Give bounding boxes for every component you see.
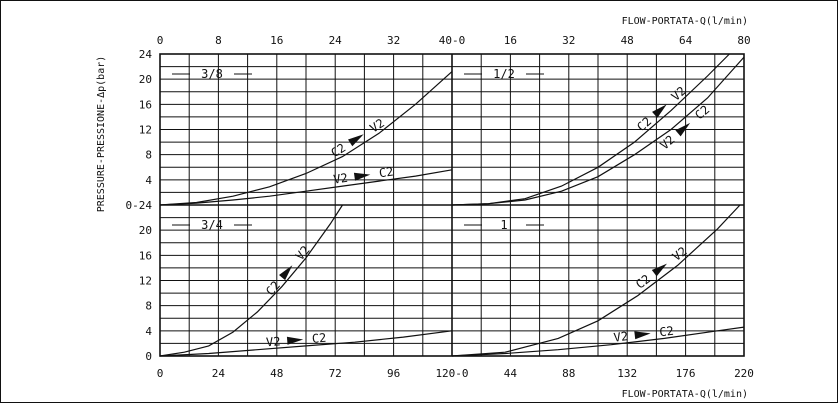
- flow-arrow: [652, 104, 667, 118]
- left-tick-label: 0: [145, 350, 152, 363]
- bottom-tick-label: 0: [157, 367, 164, 380]
- bottom-tick-label: 96: [387, 367, 400, 380]
- left-tick-label: 20: [139, 224, 152, 237]
- flow-from-label: V2: [333, 171, 349, 187]
- top-tick-label: 80: [737, 34, 750, 47]
- panel-label: 3/8: [201, 67, 223, 81]
- left-tick-label: 24: [139, 48, 153, 61]
- flow-direction-label: C2 V2: [329, 116, 388, 160]
- flow-direction-label: C2 V2: [633, 244, 690, 292]
- left-tick-label: 12: [139, 124, 152, 137]
- top-tick-label: 32: [387, 34, 400, 47]
- top-tick-label: 8: [215, 34, 222, 47]
- flow-to-label: V2: [670, 244, 690, 264]
- bottom-tick-label: 48: [270, 367, 283, 380]
- flow-arrow: [353, 172, 371, 181]
- left-tick-label: 8: [145, 300, 152, 313]
- flow-from-label: V2: [613, 329, 629, 345]
- flow-to-label: C2: [311, 331, 326, 346]
- top-tick-label: 64: [679, 34, 693, 47]
- left-tick-label: 12: [139, 275, 152, 288]
- panel-label: 1/2: [493, 67, 515, 81]
- top-tick-label: 24: [329, 34, 343, 47]
- flow-to-label: C2: [659, 324, 675, 340]
- bottom-tick-label: 120-0: [435, 367, 468, 380]
- left-tick-label: 4: [145, 174, 152, 187]
- bottom-tick-label: 44: [504, 367, 518, 380]
- flow-arrow: [278, 265, 293, 281]
- top-tick-label: 16: [504, 34, 517, 47]
- bottom-axis-title: FLOW-PORTATA-Q(l/min): [622, 389, 748, 400]
- top-tick-label: 48: [621, 34, 634, 47]
- series-line: [159, 204, 344, 357]
- flow-from-label: V2: [266, 334, 281, 349]
- flow-direction-label: V2 C2: [333, 164, 395, 186]
- flow-from-label: C2: [329, 141, 349, 161]
- series-line: [159, 169, 453, 206]
- left-tick-label: 16: [139, 249, 152, 262]
- left-tick-label: 4: [145, 325, 152, 338]
- flow-arrow: [634, 331, 651, 340]
- top-tick-label: 0: [157, 34, 164, 47]
- bottom-tick-label: 220: [734, 367, 754, 380]
- flow-arrow: [286, 336, 304, 345]
- series-line: [451, 204, 741, 357]
- flow-arrow: [348, 134, 364, 147]
- left-tick-label: 16: [139, 98, 152, 111]
- series-line: [159, 71, 453, 206]
- bottom-tick-label: 88: [562, 367, 575, 380]
- flow-from-label: C2: [633, 272, 653, 292]
- top-tick-label: 40-0: [439, 34, 466, 47]
- panel-label: 1: [500, 218, 507, 232]
- grid-layer: [159, 53, 745, 357]
- left-tick-label: 0-24: [126, 199, 153, 212]
- panel-label: 3/4: [201, 218, 223, 232]
- bottom-tick-label: 132: [617, 367, 637, 380]
- top-tick-label: 16: [270, 34, 283, 47]
- flow-to-label: V2: [367, 116, 387, 136]
- left-tick-label: 20: [139, 73, 152, 86]
- bottom-tick-label: 72: [329, 367, 342, 380]
- bottom-tick-label: 176: [676, 367, 696, 380]
- series-line: [159, 330, 453, 357]
- left-tick-label: 8: [145, 149, 152, 162]
- top-axis-title: FLOW-PORTATA-Q(l/min): [622, 16, 748, 27]
- series-line: [451, 326, 745, 357]
- flow-arrow: [675, 122, 691, 137]
- flow-direction-label: V2 C2: [613, 324, 675, 345]
- flow-arrow: [651, 263, 667, 277]
- label-layer: 0082416482472329640-0120-016443288481326…: [126, 34, 754, 380]
- curve-layer: [159, 53, 745, 357]
- flow-direction-label: V2 C2: [266, 331, 327, 350]
- bottom-tick-label: 24: [212, 367, 226, 380]
- series-line: [451, 56, 745, 206]
- y-axis-title: PRESSURE-PRESSIONE-Δp(bar): [96, 56, 107, 213]
- flow-to-label: C2: [378, 164, 394, 180]
- top-tick-label: 32: [562, 34, 575, 47]
